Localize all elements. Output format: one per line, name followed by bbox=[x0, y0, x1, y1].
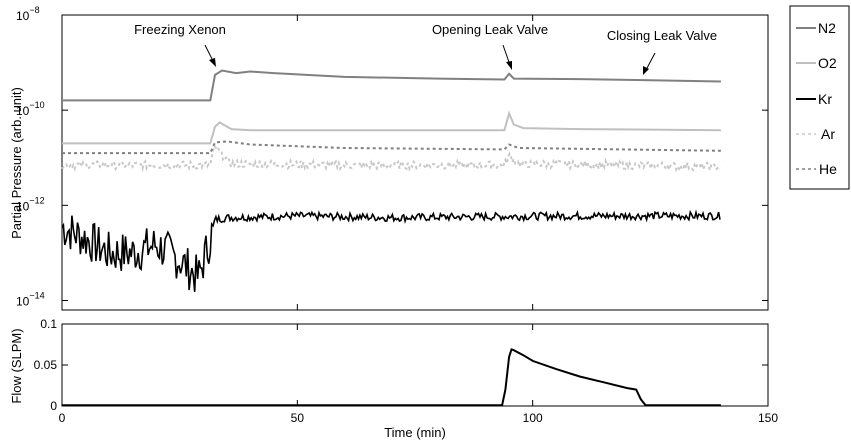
series-line-kr bbox=[61, 209, 721, 292]
flow-y-ticks: 0 0.05 0.1 bbox=[34, 317, 768, 413]
x-tick-label: 50 bbox=[291, 411, 305, 425]
x-tick-label: 150 bbox=[758, 411, 778, 425]
pressure-series-lines bbox=[61, 69, 721, 292]
flow-x-axis-label: Time (min) bbox=[384, 425, 446, 440]
legend-label: He bbox=[819, 161, 837, 177]
legend-entry-he: He bbox=[796, 161, 837, 177]
pressure-y-axis-label: Partial Pressure (arb. unit) bbox=[9, 87, 24, 239]
legend-entry-ar: Ar bbox=[796, 126, 835, 142]
y-tick-label: 10−8 bbox=[16, 5, 40, 23]
annotation-arrow-head bbox=[643, 66, 649, 75]
x-tick-label: 0 bbox=[59, 411, 66, 425]
annotation-opening-leak-valve: Opening Leak Valve bbox=[432, 22, 548, 70]
flow-x-ticks: 0 50 100 150 bbox=[59, 324, 778, 425]
x-tick-label: 100 bbox=[523, 411, 543, 425]
annotation-closing-leak-valve: Closing Leak Valve bbox=[607, 28, 717, 75]
flow-plot-area bbox=[61, 323, 769, 407]
legend-label: N2 bbox=[818, 20, 836, 36]
annotation-arrow-head bbox=[209, 58, 216, 67]
annotation-label: Opening Leak Valve bbox=[432, 22, 548, 37]
y-tick-label: 10−14 bbox=[16, 290, 45, 308]
legend-box bbox=[789, 5, 850, 190]
legend-label: Ar bbox=[821, 126, 835, 142]
series-line-ar bbox=[61, 143, 721, 174]
annotation-label: Closing Leak Valve bbox=[607, 28, 717, 43]
legend: N2 O2 Kr Ar He bbox=[789, 5, 850, 190]
legend-entry-o2: O2 bbox=[796, 55, 837, 71]
flow-y-axis-label: Flow (SLPM) bbox=[9, 328, 24, 403]
legend-entry-kr: Kr bbox=[796, 91, 832, 107]
legend-label: O2 bbox=[818, 55, 837, 71]
series-line-n2 bbox=[62, 69, 721, 102]
series-line-he bbox=[62, 140, 721, 155]
annotation-freezing-xenon: Freezing Xenon bbox=[134, 22, 226, 67]
y-tick-label: 0.1 bbox=[40, 317, 57, 331]
annotation-label: Freezing Xenon bbox=[134, 22, 226, 37]
annotation-arrow bbox=[645, 52, 656, 71]
y-tick-label: 0.05 bbox=[34, 358, 58, 372]
y-tick-label: 0 bbox=[50, 399, 57, 413]
legend-label: Kr bbox=[818, 91, 832, 107]
series-line-o2 bbox=[62, 110, 721, 145]
legend-entry-n2: N2 bbox=[796, 20, 836, 36]
series-line-flow bbox=[62, 348, 721, 407]
flow-panel: 0 0.05 0.1 0 50 100 150 Flow (SLPM) Time (min… bbox=[9, 317, 778, 440]
annotation-arrow-head bbox=[506, 61, 512, 70]
flow-series-line bbox=[62, 348, 721, 407]
